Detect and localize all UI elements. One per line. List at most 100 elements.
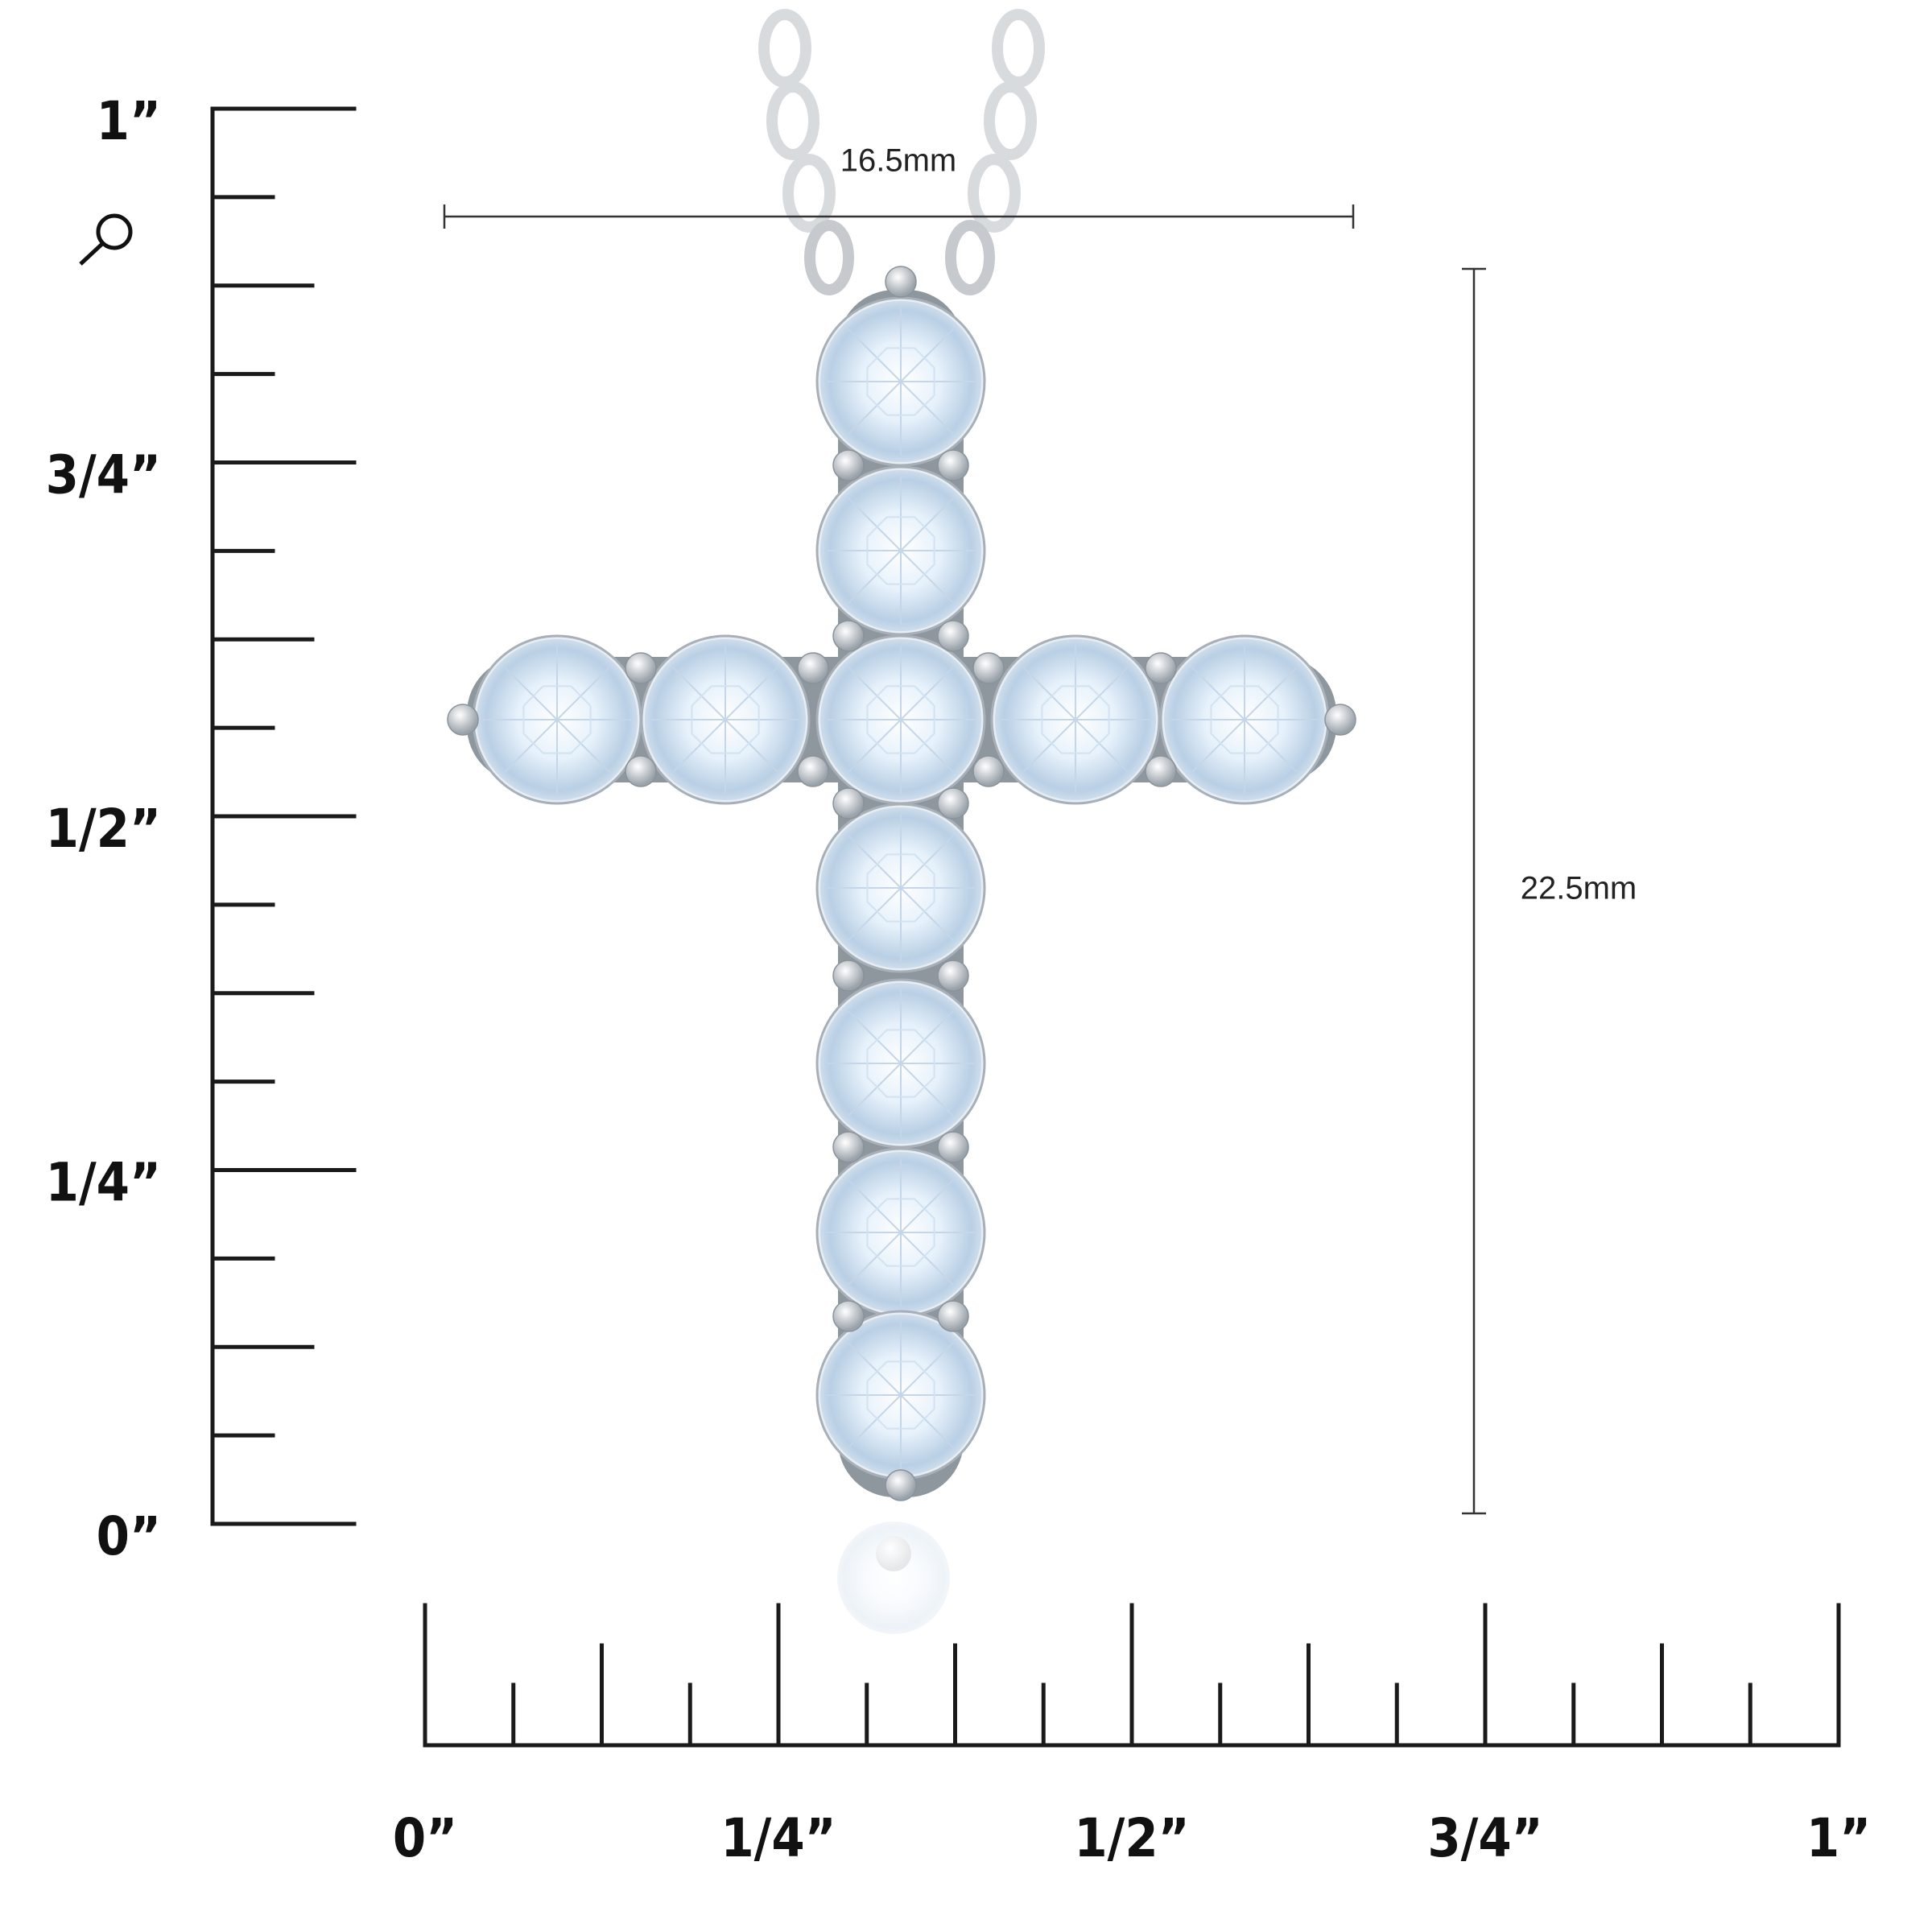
prong <box>832 1131 865 1163</box>
facet <box>848 1010 902 1064</box>
facet <box>900 719 954 773</box>
facet <box>848 719 902 773</box>
prong <box>832 449 865 481</box>
facet <box>900 328 954 382</box>
prong <box>937 1131 969 1163</box>
facet <box>900 1010 954 1064</box>
height-dimension: 22.5mm <box>1462 267 1637 1515</box>
prong <box>625 652 657 684</box>
facet <box>848 1063 902 1117</box>
facet <box>900 667 954 720</box>
prong <box>1145 652 1177 684</box>
ruler-label: 3/4” <box>1427 1807 1542 1869</box>
table-facet <box>866 1029 935 1098</box>
facet <box>724 719 778 773</box>
facet <box>848 887 902 941</box>
prong <box>1145 755 1177 787</box>
table-facet <box>1210 685 1279 754</box>
facet <box>672 719 726 773</box>
facet <box>848 550 902 604</box>
table-facet <box>866 1198 935 1267</box>
facet <box>504 719 558 773</box>
prong <box>797 652 829 684</box>
facet <box>900 1394 954 1448</box>
prong <box>972 652 1005 684</box>
facet <box>1191 667 1245 720</box>
facet <box>900 887 954 941</box>
facet <box>1075 719 1129 773</box>
facet <box>556 667 610 720</box>
facet <box>1075 667 1129 720</box>
facet <box>848 381 902 435</box>
facet <box>848 1232 902 1286</box>
ruler-label: 1/2” <box>1074 1807 1189 1869</box>
facet <box>1191 719 1245 773</box>
ruler-label: 1/4” <box>720 1807 836 1869</box>
vertical-ruler <box>210 106 357 1526</box>
reflection <box>837 1521 950 1634</box>
prong <box>937 449 969 481</box>
table-facet <box>866 685 935 754</box>
facet <box>900 1063 954 1117</box>
facet <box>900 1179 954 1233</box>
height-label: 22.5mm <box>1521 871 1637 906</box>
table-facet <box>866 1360 935 1430</box>
ruler-label: 1” <box>97 90 161 152</box>
ruler-label: 3/4” <box>46 444 161 506</box>
ruler-label: 1/4” <box>46 1152 161 1214</box>
zoom-icon <box>79 213 133 266</box>
facet <box>1244 719 1298 773</box>
cross-pendant <box>447 266 1356 1501</box>
table-facet <box>1041 685 1110 754</box>
facet <box>724 667 778 720</box>
prong <box>937 620 969 652</box>
prong <box>937 787 969 819</box>
facet <box>848 1342 902 1396</box>
table-facet <box>691 685 760 754</box>
width-label: 16.5mm <box>840 143 957 179</box>
ruler-label: 1/2” <box>46 798 161 860</box>
prong <box>832 1300 865 1332</box>
prong <box>885 266 917 298</box>
prong <box>797 755 829 787</box>
prong <box>625 755 657 787</box>
prong <box>832 960 865 992</box>
facet <box>1022 667 1076 720</box>
prong <box>885 1469 917 1501</box>
facet <box>900 381 954 435</box>
prong <box>447 704 479 736</box>
prong <box>832 620 865 652</box>
facet <box>848 1179 902 1233</box>
ruler-label: 1” <box>1806 1807 1871 1869</box>
table-facet <box>866 347 935 416</box>
table-facet <box>866 853 935 923</box>
facet <box>848 497 902 551</box>
ruler-label: 0” <box>393 1807 457 1869</box>
prong <box>1324 704 1356 736</box>
facet <box>672 667 726 720</box>
facet <box>504 667 558 720</box>
table-facet <box>522 685 592 754</box>
ruler-label: 0” <box>97 1505 161 1567</box>
prong <box>832 787 865 819</box>
facet <box>1244 667 1298 720</box>
table-facet <box>866 516 935 585</box>
horizontal-ruler <box>423 1603 1841 1748</box>
facet <box>848 835 902 889</box>
facet <box>1022 719 1076 773</box>
facet <box>848 328 902 382</box>
prong <box>972 755 1005 787</box>
facet <box>556 719 610 773</box>
facet <box>900 1342 954 1396</box>
width-dimension: 16.5mm <box>443 143 1355 229</box>
facet <box>900 1232 954 1286</box>
facet <box>900 497 954 551</box>
facet <box>900 835 954 889</box>
facet <box>848 667 902 720</box>
prong <box>937 1300 969 1332</box>
chain <box>758 9 1045 295</box>
facet <box>848 1394 902 1448</box>
prong <box>937 960 969 992</box>
facet <box>900 550 954 604</box>
